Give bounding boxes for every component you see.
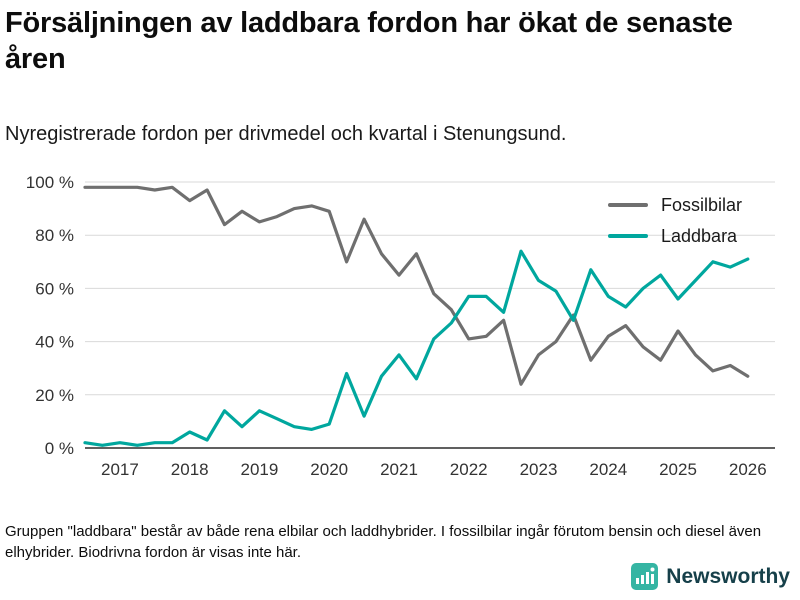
svg-text:2018: 2018 (171, 460, 209, 479)
svg-text:2022: 2022 (450, 460, 488, 479)
svg-text:2020: 2020 (310, 460, 348, 479)
newsworthy-logo-icon (631, 563, 659, 590)
svg-text:2021: 2021 (380, 460, 418, 479)
svg-text:100 %: 100 % (26, 173, 74, 192)
svg-text:2026: 2026 (729, 460, 767, 479)
svg-text:0 %: 0 % (45, 439, 74, 458)
brand-name: Newsworthy (666, 564, 790, 588)
svg-text:80 %: 80 % (35, 226, 74, 245)
footnote-text: Gruppen "laddbara" består av både rena e… (5, 523, 762, 561)
svg-text:40 %: 40 % (35, 333, 74, 352)
fossilbilar-line-swatch (608, 203, 648, 207)
svg-text:2025: 2025 (659, 460, 697, 479)
svg-text:2017: 2017 (101, 460, 139, 479)
newsworthy-brand[interactable]: Newsworthy (631, 563, 790, 590)
legend-item-laddbara: Laddbara (608, 225, 742, 247)
legend-label-fossilbilar: Fossilbilar (661, 194, 743, 215)
svg-text:2019: 2019 (240, 460, 278, 479)
svg-text:60 %: 60 % (35, 279, 74, 298)
chart-legend: Fossilbilar Laddbara (608, 194, 742, 247)
laddbara-line-swatch (608, 234, 648, 238)
legend-label-laddbara: Laddbara (661, 225, 738, 246)
svg-text:20 %: 20 % (35, 386, 74, 405)
line-chart-svg: 0 % 20 % 40 % 60 % 80 % 100 % 2017 2018 2019 2020… (26, 173, 775, 479)
chart-subtitle: Nyregistrerade fordon per drivmedel och … (5, 123, 567, 145)
svg-text:2023: 2023 (520, 460, 558, 479)
legend-item-fossilbilar: Fossilbilar (608, 194, 742, 216)
page-title: Försäljningen av laddbara fordon har öka… (5, 7, 733, 75)
svg-text:2024: 2024 (589, 460, 627, 479)
